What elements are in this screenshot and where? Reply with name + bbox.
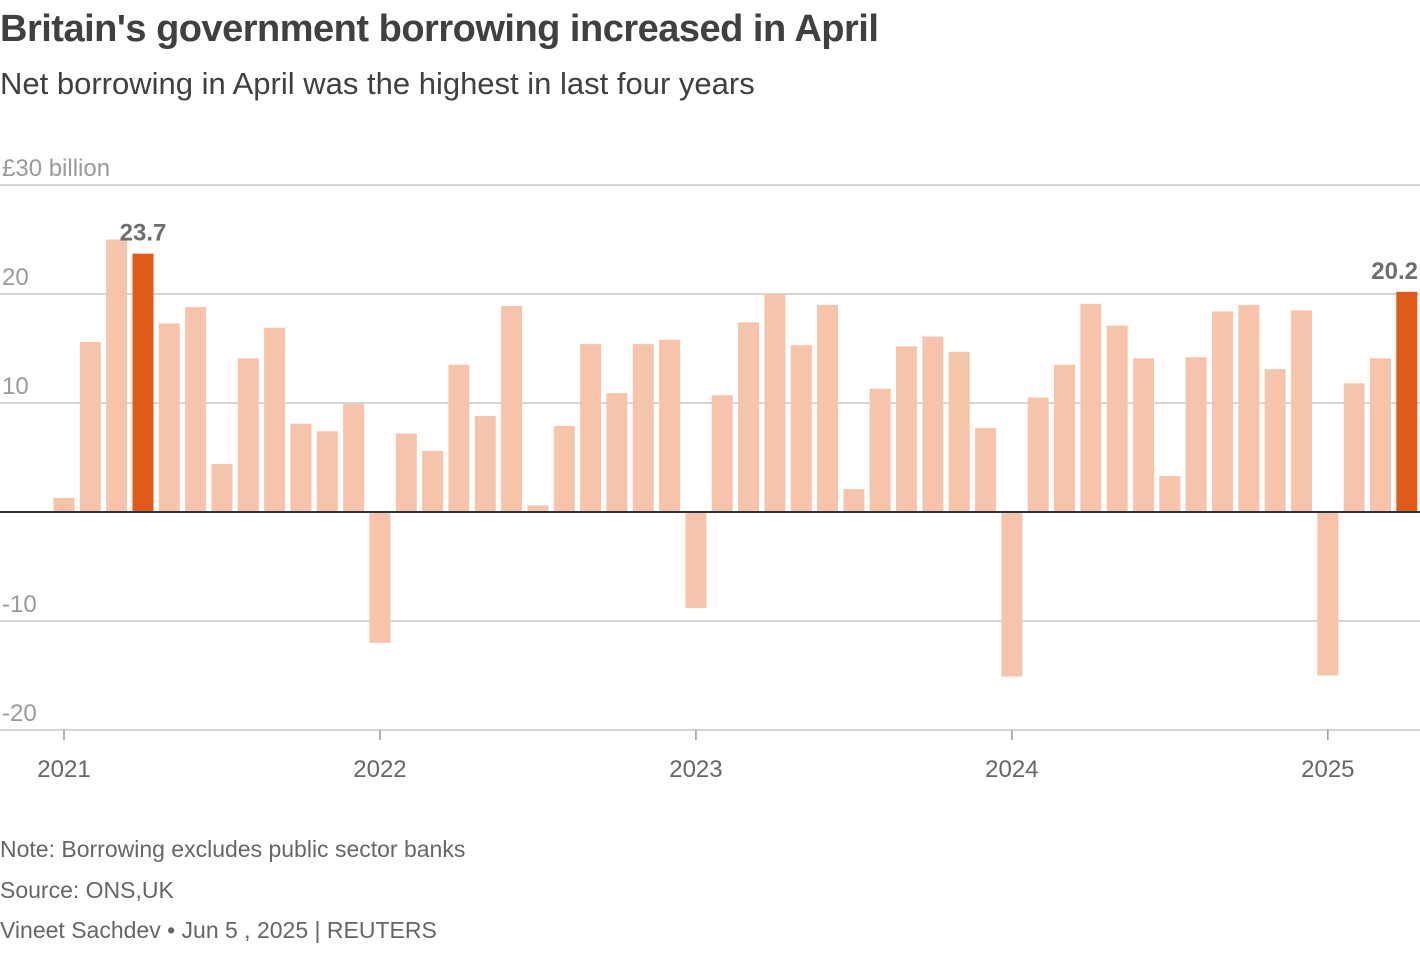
bar-jan-2024 bbox=[1001, 512, 1023, 677]
data-label: 23.7 bbox=[120, 220, 167, 247]
bar-mar-2022 bbox=[422, 450, 444, 512]
chart-title: Britain's government borrowing increased… bbox=[0, 8, 879, 50]
bar-jan-2023 bbox=[685, 512, 707, 608]
bar-nov-2022 bbox=[632, 344, 654, 512]
bar-dec-2023 bbox=[975, 428, 997, 512]
chart-byline: Vineet Sachdev • Jun 5 , 2025 | REUTERS bbox=[0, 917, 437, 943]
x-tick-label: 2025 bbox=[1301, 756, 1354, 783]
chart-source: Source: ONS,UK bbox=[0, 877, 174, 903]
bar-feb-2021 bbox=[79, 341, 101, 512]
bar-aug-2022 bbox=[553, 425, 575, 512]
bar-jun-2022 bbox=[501, 305, 523, 512]
chart-subtitle: Net borrowing in April was the highest i… bbox=[0, 66, 755, 101]
bar-jul-2021 bbox=[211, 464, 233, 512]
bar-may-2023 bbox=[790, 345, 812, 512]
bar-feb-2023 bbox=[711, 395, 733, 512]
bar-nov-2024 bbox=[1264, 369, 1286, 512]
bar-feb-2024 bbox=[1027, 397, 1049, 512]
bar-feb-2022 bbox=[395, 433, 417, 512]
axes: £30 billion 20 10 -10 -20 2021 2022 2023 2024 202… bbox=[0, 155, 1420, 783]
x-tick-label: 2024 bbox=[985, 756, 1038, 783]
bar-may-2022 bbox=[474, 416, 496, 512]
bar-oct-2022 bbox=[606, 393, 628, 512]
bar-apr-2022 bbox=[448, 364, 470, 512]
y-tick-label: 10 bbox=[2, 373, 29, 400]
bar-jun-2024 bbox=[1133, 358, 1155, 512]
bar-sep-2024 bbox=[1212, 311, 1234, 512]
bar-jan-2025 bbox=[1317, 512, 1339, 676]
bar-mar-2023 bbox=[738, 322, 760, 512]
y-tick-label: £30 billion bbox=[2, 155, 110, 182]
bar-jun-2023 bbox=[817, 304, 839, 512]
grid-lines bbox=[0, 184, 1420, 731]
bar-jul-2022 bbox=[527, 505, 549, 512]
chart-note: Note: Borrowing excludes public sector b… bbox=[0, 836, 466, 862]
bar-mar-2025 bbox=[1370, 358, 1391, 512]
bar-sep-2021 bbox=[264, 327, 286, 512]
bar-feb-2025 bbox=[1343, 383, 1365, 512]
y-tick-label: -20 bbox=[2, 700, 37, 727]
bar-jun-2021 bbox=[185, 307, 207, 512]
data-labels: 23.7 20.2 bbox=[120, 220, 1418, 285]
bar-dec-2024 bbox=[1291, 310, 1313, 512]
bar-apr-2021 bbox=[132, 253, 154, 513]
bar-oct-2021 bbox=[290, 423, 312, 512]
bar-aug-2021 bbox=[237, 358, 259, 512]
bar-nov-2023 bbox=[948, 351, 970, 512]
x-tick-label: 2023 bbox=[669, 756, 722, 783]
bar-jan-2022 bbox=[369, 512, 391, 643]
x-tick-label: 2021 bbox=[37, 756, 90, 783]
bar-apr-2023 bbox=[764, 294, 786, 512]
bar-jul-2024 bbox=[1159, 476, 1181, 512]
bar-may-2024 bbox=[1106, 325, 1128, 512]
bar-aug-2023 bbox=[869, 388, 891, 512]
bar-oct-2024 bbox=[1238, 304, 1260, 512]
bar-apr-2024 bbox=[1080, 303, 1102, 512]
borrowing-bar-chart: 23.7 20.2 £30 billion 20 10 -10 -20 2021 2022 20… bbox=[0, 155, 1420, 783]
bar-jan-2021 bbox=[53, 497, 75, 512]
bar-aug-2024 bbox=[1185, 357, 1207, 512]
bar-dec-2021 bbox=[343, 404, 365, 512]
data-label: 20.2 bbox=[1371, 258, 1418, 285]
x-tick-label: 2022 bbox=[353, 756, 406, 783]
y-tick-label: 20 bbox=[2, 264, 29, 291]
bar-may-2021 bbox=[158, 323, 180, 512]
bar-nov-2021 bbox=[316, 431, 338, 512]
bar-dec-2022 bbox=[659, 339, 681, 512]
bars bbox=[53, 239, 1418, 677]
bar-sep-2022 bbox=[580, 344, 602, 512]
bar-mar-2024 bbox=[1054, 364, 1076, 512]
bar-sep-2023 bbox=[896, 346, 918, 512]
bar-jul-2023 bbox=[843, 489, 865, 512]
y-tick-label: -10 bbox=[2, 591, 37, 618]
bar-apr-2025 bbox=[1396, 291, 1418, 512]
bar-oct-2023 bbox=[922, 336, 944, 512]
bar-mar-2021 bbox=[106, 239, 128, 512]
